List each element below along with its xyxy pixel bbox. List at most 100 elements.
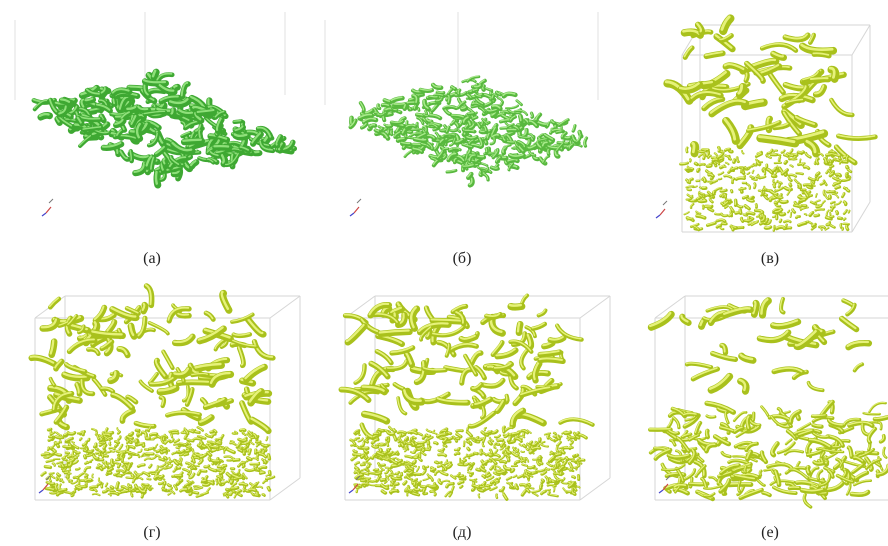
vortex-highlight xyxy=(142,452,145,456)
vortex-tube xyxy=(797,221,808,227)
vortex-tube xyxy=(39,317,61,332)
vortex-highlight xyxy=(797,195,807,199)
vortex-tube xyxy=(489,465,495,471)
vortex-highlight xyxy=(583,136,587,147)
vortex-highlight xyxy=(738,187,746,190)
vortex-highlight xyxy=(422,477,429,481)
vortex-highlight xyxy=(119,453,123,459)
vortex-tube xyxy=(149,432,159,437)
vortex-highlight xyxy=(141,483,145,487)
vortex-highlight xyxy=(214,110,225,118)
vortex-tube xyxy=(232,458,241,463)
vortex-tube xyxy=(81,125,104,133)
vortex-highlight xyxy=(156,72,173,82)
vortex-tube xyxy=(808,210,815,218)
vortex-tube xyxy=(808,32,817,45)
vortex-highlight xyxy=(407,430,417,434)
vortex-highlight xyxy=(98,449,101,452)
vortex-tube xyxy=(148,463,153,469)
vortex-tube xyxy=(202,396,228,411)
vortex-highlight xyxy=(148,372,158,383)
vortex-highlight xyxy=(119,150,128,160)
vortex-tube xyxy=(155,448,162,454)
vortex-highlight xyxy=(527,465,535,468)
vortex-highlight xyxy=(383,98,391,102)
vortex-tube xyxy=(824,227,830,231)
vortex-highlight xyxy=(547,484,556,487)
vortex-tube xyxy=(249,482,259,490)
vortex-tube xyxy=(727,212,734,218)
vortex-highlight xyxy=(485,147,488,153)
vortex-highlight xyxy=(413,137,427,141)
vortex-tube xyxy=(187,486,193,492)
vortex-highlight xyxy=(493,464,496,470)
vortex-highlight xyxy=(136,433,141,435)
vortex-tube xyxy=(150,68,160,82)
vortex-highlight xyxy=(259,471,265,474)
vortex-highlight xyxy=(471,484,479,488)
vortex-highlight xyxy=(87,438,90,441)
vortex-highlight xyxy=(205,444,211,451)
axis-glyph xyxy=(42,483,49,491)
vortex-highlight xyxy=(239,146,250,151)
vortex-highlight xyxy=(481,474,485,478)
vortex-highlight xyxy=(507,108,521,113)
vortex-highlight xyxy=(823,190,825,195)
vortex-tube xyxy=(230,312,255,324)
vortex-highlight xyxy=(527,143,538,149)
vortex-highlight xyxy=(393,382,404,389)
vortex-tube xyxy=(409,132,424,138)
vortex-highlight xyxy=(210,445,219,448)
vortex-tube xyxy=(167,460,173,464)
vortex-highlight xyxy=(58,488,67,491)
vortex-tube xyxy=(422,477,430,482)
vortex-highlight xyxy=(447,436,453,440)
vortex-tube xyxy=(505,104,520,110)
vortex-highlight xyxy=(122,471,130,475)
vortex-highlight xyxy=(73,476,79,479)
vortex-highlight xyxy=(457,100,465,108)
vortex-highlight xyxy=(573,464,580,468)
vortex-tube xyxy=(184,448,191,454)
vortex-tube xyxy=(46,427,53,432)
vortex-highlight xyxy=(44,465,51,468)
vortex-highlight xyxy=(437,463,442,467)
vortex-highlight xyxy=(839,223,842,228)
vortex-highlight xyxy=(562,460,567,466)
vortex-highlight xyxy=(129,438,134,442)
vortex-highlight xyxy=(360,122,367,128)
vortex-highlight xyxy=(240,461,245,464)
vortex-highlight xyxy=(155,454,160,457)
vortex-highlight xyxy=(191,372,208,376)
vortex-tube xyxy=(795,214,801,220)
vortex-highlight xyxy=(802,70,819,81)
vortex-highlight xyxy=(192,454,196,457)
vortex-highlight xyxy=(778,156,780,161)
vortex-highlight xyxy=(504,432,509,437)
vortex-highlight xyxy=(804,213,807,216)
vortex-highlight xyxy=(377,112,385,116)
vortex-highlight xyxy=(537,309,546,316)
vortex-highlight xyxy=(359,101,365,111)
vortex-highlight xyxy=(436,397,468,403)
vortex-highlight xyxy=(210,433,216,437)
vortex-tube xyxy=(778,218,783,224)
vortex-tube xyxy=(531,488,542,494)
vortex-highlight xyxy=(360,471,369,475)
vortex-highlight xyxy=(775,225,785,229)
vortex-highlight xyxy=(193,486,203,489)
vortex-highlight xyxy=(778,183,780,187)
vortex-tube xyxy=(262,479,269,485)
vortex-highlight xyxy=(216,437,222,440)
vortex-highlight xyxy=(363,452,368,458)
vortex-tube xyxy=(157,481,165,486)
vortex-tube xyxy=(746,120,782,133)
vortex-highlight xyxy=(765,154,771,158)
vortex-highlight xyxy=(62,372,88,378)
vortex-highlight xyxy=(72,444,79,448)
vortex-highlight xyxy=(718,177,722,180)
vortex-highlight xyxy=(829,215,834,218)
vortex-highlight xyxy=(167,489,175,494)
vortex-highlight xyxy=(824,193,829,200)
vortex-highlight xyxy=(144,448,149,450)
